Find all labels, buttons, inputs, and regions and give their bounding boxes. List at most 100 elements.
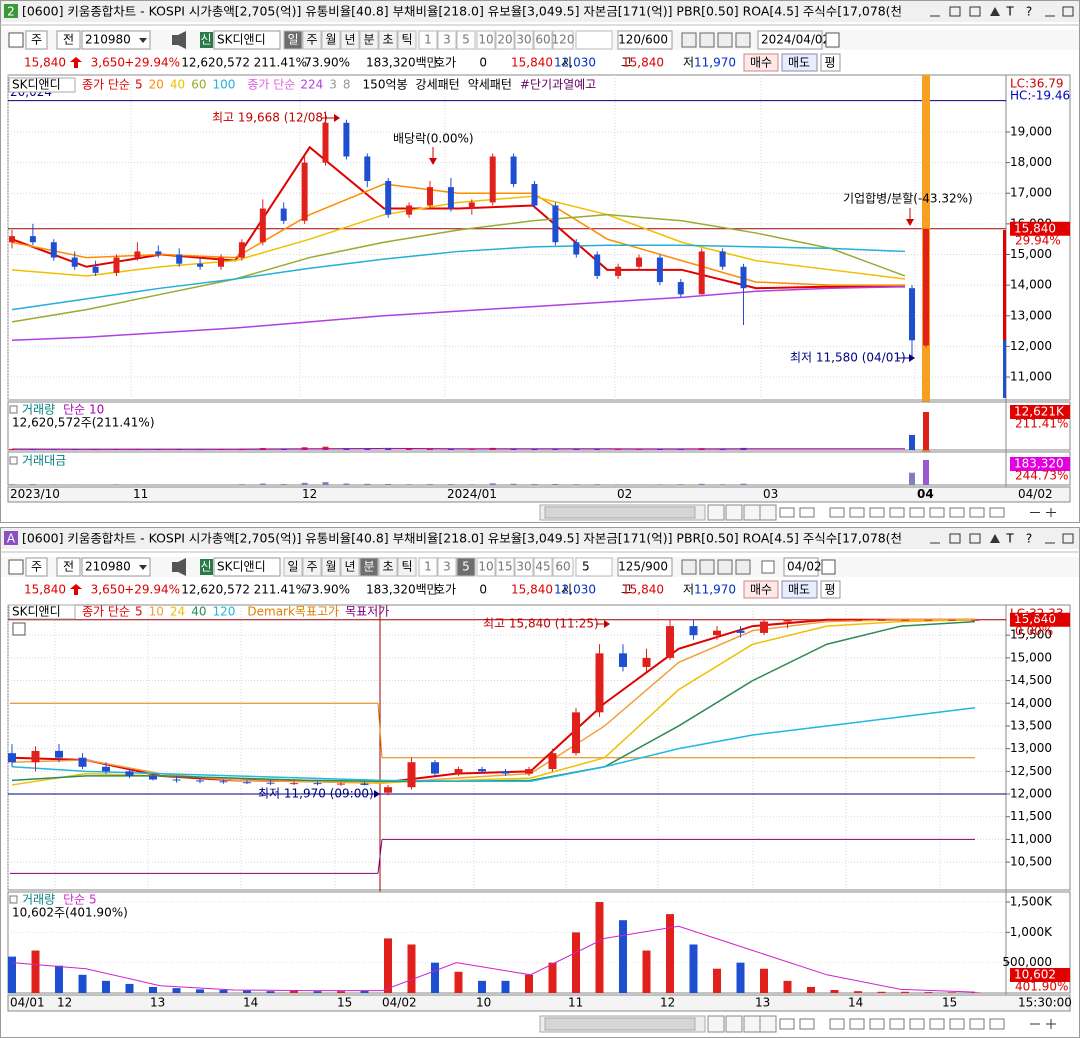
tool-icon[interactable] [889, 1018, 905, 1030]
icon-up[interactable] [990, 7, 1000, 16]
tool-icon[interactable] [929, 507, 945, 518]
period-button[interactable] [514, 557, 534, 577]
scroll-thumb[interactable] [544, 506, 696, 519]
icon-restore[interactable] [949, 6, 961, 17]
calendar-icon[interactable] [825, 32, 840, 48]
tool-icon[interactable] [717, 559, 733, 575]
tool-icon[interactable] [909, 1018, 925, 1030]
icon-text[interactable]: T [1005, 532, 1014, 546]
period-button[interactable] [378, 557, 398, 577]
scroll-thumb[interactable] [544, 1017, 696, 1031]
tool-icon[interactable] [949, 507, 965, 518]
sell-button[interactable] [781, 580, 818, 599]
tool-icon[interactable] [969, 1018, 985, 1030]
period-button[interactable] [378, 30, 398, 50]
period-button[interactable] [397, 557, 417, 577]
tool-icon[interactable] [779, 1018, 795, 1030]
tool-icon[interactable] [849, 1018, 865, 1030]
scroll-button[interactable] [743, 1015, 761, 1033]
extra-box[interactable] [575, 30, 613, 50]
period-button[interactable] [283, 30, 303, 50]
period-button[interactable] [456, 30, 476, 50]
tool-icon[interactable] [717, 32, 733, 48]
date-box[interactable] [783, 557, 819, 577]
tool-icon[interactable] [735, 559, 751, 575]
icon-help[interactable]: ? [1026, 5, 1032, 19]
legend-name-box[interactable] [8, 604, 76, 620]
avg-button[interactable] [820, 580, 841, 599]
name-box[interactable] [213, 30, 281, 50]
period-button[interactable] [302, 557, 322, 577]
period-button[interactable] [302, 30, 322, 50]
period-button[interactable] [437, 557, 457, 577]
tool-icon[interactable] [735, 32, 751, 48]
icon-text[interactable]: T [1005, 5, 1014, 19]
period-button[interactable] [340, 30, 360, 50]
legend-name-box[interactable] [8, 77, 76, 93]
sell-button[interactable] [781, 53, 818, 72]
tool-icon[interactable] [681, 32, 697, 48]
tool-icon[interactable] [779, 507, 795, 518]
tool-icon[interactable] [829, 1018, 845, 1030]
icon-max[interactable] [1062, 533, 1074, 544]
period-button[interactable] [359, 557, 379, 577]
icon-tile[interactable] [969, 533, 981, 544]
tool-icon[interactable] [869, 1018, 885, 1030]
period-button[interactable] [456, 557, 476, 577]
tool-icon[interactable] [869, 507, 885, 518]
scroll-button[interactable] [759, 504, 777, 521]
period-button[interactable] [476, 557, 496, 577]
period-button[interactable] [437, 30, 457, 50]
scroll-button[interactable] [707, 1015, 725, 1033]
icon-up[interactable] [990, 534, 1000, 543]
tool-icon[interactable] [989, 1018, 1005, 1030]
unit-box[interactable] [25, 30, 48, 50]
compare-box[interactable] [56, 557, 81, 577]
period-button[interactable] [552, 30, 574, 50]
period-button[interactable] [397, 30, 417, 50]
compare-box[interactable] [56, 30, 81, 50]
period-button[interactable] [359, 30, 379, 50]
code-box[interactable] [81, 557, 151, 577]
period-button[interactable] [418, 557, 438, 577]
tool-icon[interactable] [699, 32, 715, 48]
scroll-button[interactable] [725, 1015, 743, 1033]
tool-icon[interactable] [929, 1018, 945, 1030]
period-button[interactable] [283, 557, 303, 577]
buy-button[interactable] [743, 580, 779, 599]
icon-restore[interactable] [949, 533, 961, 544]
period-button[interactable] [340, 557, 360, 577]
tool-icon[interactable] [681, 559, 697, 575]
buy-button[interactable] [743, 53, 779, 72]
tool-icon[interactable] [799, 507, 815, 518]
tool-icon[interactable] [989, 507, 1005, 518]
extra-box[interactable] [575, 557, 613, 577]
tool-icon[interactable] [699, 559, 715, 575]
tool-icon[interactable] [889, 507, 905, 518]
scroll-button[interactable] [725, 504, 743, 521]
icon-help[interactable]: ? [1026, 532, 1032, 546]
calendar-icon[interactable] [821, 559, 836, 575]
period-button[interactable] [495, 30, 515, 50]
avg-button[interactable] [820, 53, 841, 72]
period-button[interactable] [514, 30, 534, 50]
name-box[interactable] [213, 557, 281, 577]
period-button[interactable] [418, 30, 438, 50]
unit-box[interactable] [25, 557, 48, 577]
icon-tile[interactable] [969, 6, 981, 17]
tool-icon[interactable] [909, 507, 925, 518]
period-button[interactable] [321, 557, 341, 577]
scroll-button[interactable] [759, 1015, 777, 1033]
tool-icon[interactable] [799, 1018, 815, 1030]
tool-icon[interactable] [969, 507, 985, 518]
checkbox[interactable] [761, 560, 775, 574]
tool-icon[interactable] [829, 507, 845, 518]
tool-icon[interactable] [849, 507, 865, 518]
code-box[interactable] [81, 30, 151, 50]
date-box[interactable] [757, 30, 823, 50]
period-button[interactable] [476, 30, 496, 50]
period-button[interactable] [533, 557, 553, 577]
period-button[interactable] [321, 30, 341, 50]
period-button[interactable] [552, 557, 574, 577]
period-button[interactable] [533, 30, 553, 50]
